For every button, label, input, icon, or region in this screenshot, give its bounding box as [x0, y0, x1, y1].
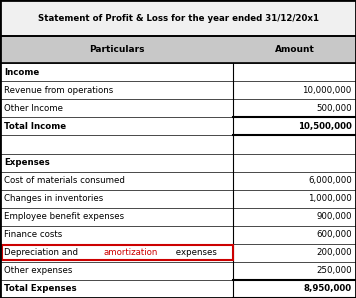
- Text: Particulars: Particulars: [89, 45, 144, 54]
- Text: 200,000: 200,000: [316, 248, 352, 257]
- Text: Employee benefit expenses: Employee benefit expenses: [4, 212, 124, 221]
- Text: Depreciation and: Depreciation and: [4, 248, 81, 257]
- Text: Amount: Amount: [274, 45, 315, 54]
- Text: 600,000: 600,000: [316, 230, 352, 239]
- Text: Expenses: Expenses: [4, 158, 50, 167]
- Text: Changes in inventories: Changes in inventories: [4, 194, 104, 203]
- Text: Other Income: Other Income: [4, 104, 63, 113]
- Text: Cost of materials consumed: Cost of materials consumed: [4, 176, 125, 185]
- Text: 10,500,000: 10,500,000: [298, 122, 352, 131]
- Text: expenses: expenses: [173, 248, 218, 257]
- Text: Income: Income: [4, 68, 40, 77]
- Text: Revenue from operations: Revenue from operations: [4, 86, 114, 95]
- Text: Total Income: Total Income: [4, 122, 67, 131]
- Text: Finance costs: Finance costs: [4, 230, 63, 239]
- Text: 900,000: 900,000: [316, 212, 352, 221]
- Bar: [2, 245, 233, 260]
- Text: 6,000,000: 6,000,000: [308, 176, 352, 185]
- Text: 1,000,000: 1,000,000: [308, 194, 352, 203]
- Bar: [0, 0, 356, 36]
- Text: Other expenses: Other expenses: [4, 266, 73, 275]
- Text: Total Expenses: Total Expenses: [4, 285, 77, 294]
- Text: amortization: amortization: [103, 248, 158, 257]
- Text: 10,000,000: 10,000,000: [303, 86, 352, 95]
- Text: 8,950,000: 8,950,000: [304, 285, 352, 294]
- Bar: [0, 36, 356, 63]
- Text: 500,000: 500,000: [316, 104, 352, 113]
- Text: Statement of Profit & Loss for the year ended 31/12/20x1: Statement of Profit & Loss for the year …: [37, 14, 319, 23]
- Text: 250,000: 250,000: [316, 266, 352, 275]
